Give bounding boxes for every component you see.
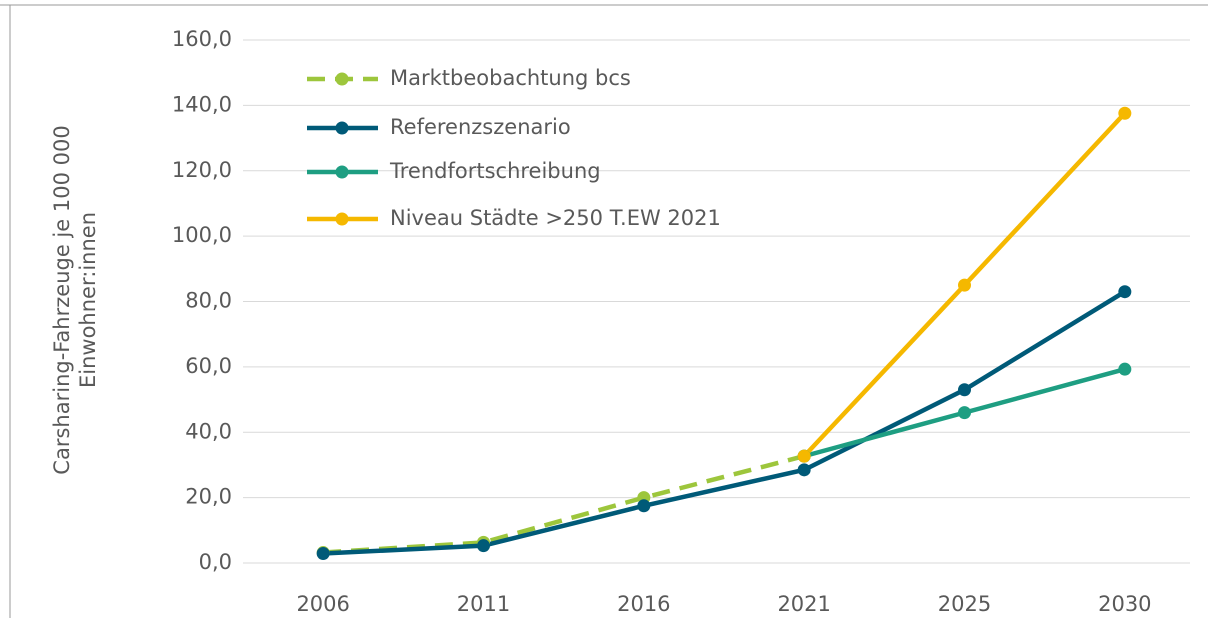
- y-tick-label: 140,0: [172, 92, 232, 116]
- series-marker: [958, 406, 971, 420]
- legend-label: Trendfortschreibung: [389, 159, 601, 183]
- series-line: [323, 289, 1127, 556]
- series-marker: [1118, 285, 1132, 299]
- series-line: [323, 453, 805, 555]
- series-marker: [958, 383, 971, 397]
- series-marker: [797, 463, 811, 477]
- series-marker: [958, 278, 971, 292]
- series-marker: [477, 539, 490, 553]
- y-tick-label: 0,0: [199, 550, 232, 574]
- y-tick-label: 80,0: [185, 289, 232, 313]
- x-tick-label: 2021: [777, 592, 830, 616]
- y-tick-label: 120,0: [172, 158, 232, 182]
- legend-label: Niveau Städte >250 T.EW 2021: [390, 206, 721, 230]
- x-tick-label: 2016: [617, 592, 670, 616]
- legend-marker: [335, 212, 349, 226]
- y-axis-title-line: Carsharing-Fahrzeuge je 100 000: [50, 125, 74, 474]
- series-marker: [1118, 362, 1132, 376]
- x-tick-label: 2025: [938, 592, 991, 616]
- x-tick-label: 2011: [457, 592, 510, 616]
- y-axis-title-line: Einwohner:innen: [76, 212, 100, 388]
- x-tick-label: 2030: [1098, 592, 1151, 616]
- series-marker: [797, 449, 811, 463]
- series-marker: [637, 499, 651, 513]
- legend-marker: [335, 165, 349, 179]
- series-marker: [316, 547, 330, 561]
- legend-label: Marktbeobachtung bcs: [390, 66, 631, 90]
- x-tick-label: 2006: [296, 592, 349, 616]
- y-tick-label: 100,0: [172, 223, 232, 247]
- y-axis-title: Carsharing-Fahrzeuge je 100 000 Einwohne…: [50, 125, 100, 474]
- legend-marker: [335, 72, 349, 86]
- y-tick-label: 60,0: [185, 354, 232, 378]
- legend-label: Referenzszenario: [390, 115, 571, 139]
- y-tick-label: 160,0: [172, 27, 232, 51]
- legend-marker: [335, 121, 349, 135]
- y-tick-label: 40,0: [185, 419, 232, 443]
- y-tick-label: 20,0: [185, 485, 232, 509]
- series-marker: [1118, 106, 1132, 120]
